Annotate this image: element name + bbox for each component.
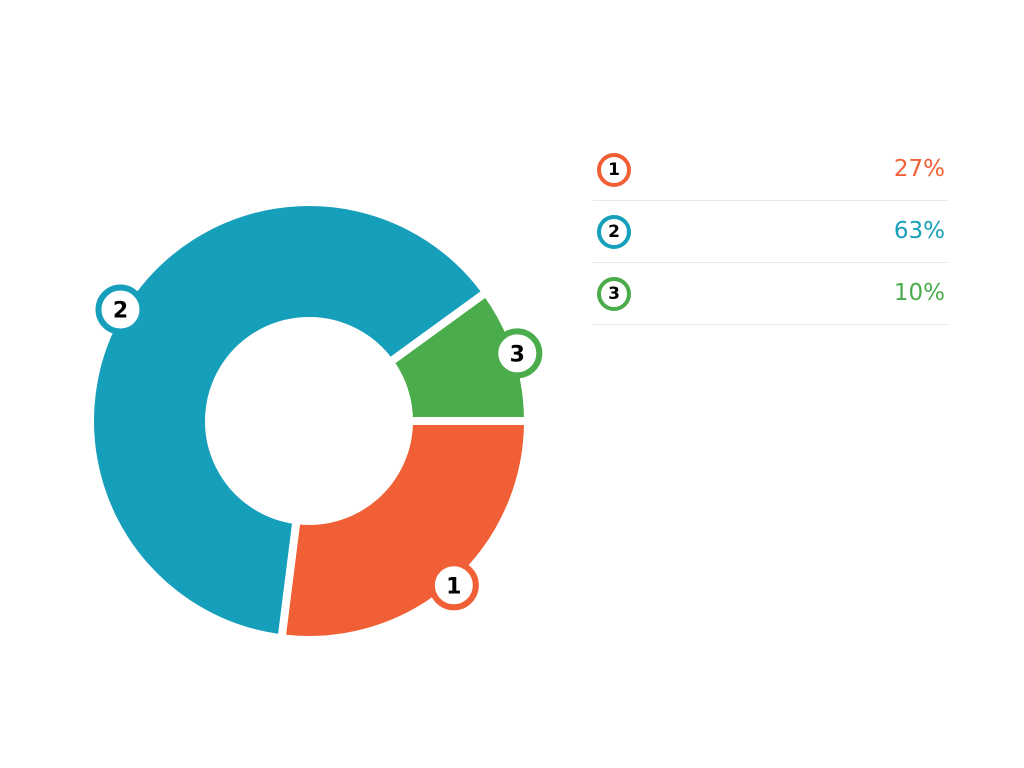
donut-slice-3 (384, 286, 533, 425)
legend-value-2: 63% (893, 218, 945, 244)
donut-slice-2 (86, 198, 492, 643)
slice-marker-circle-2 (95, 284, 146, 335)
legend-value-1: 27% (893, 156, 945, 182)
slice-marker-circle-3 (492, 328, 543, 379)
slice-marker-2: 2 (95, 284, 146, 335)
legend-item-1: 1 27% (593, 139, 948, 201)
slice-marker-3: 3 (492, 328, 543, 379)
slice-marker-circle-1 (428, 560, 479, 611)
donut-chart: 1 2 3 (86, 198, 543, 644)
markers-layer: 1 2 3 (95, 284, 543, 611)
legend-item-3: 3 10% (593, 263, 948, 325)
legend-badge-2: 2 (597, 215, 631, 249)
slice-marker-label-2: 2 (113, 299, 128, 324)
legend-badge-3: 3 (597, 277, 631, 311)
legend-item-2: 2 63% (593, 201, 948, 263)
slice-marker-label-1: 1 (446, 574, 461, 599)
slices-layer (86, 198, 533, 644)
donut-slice-1 (277, 417, 533, 644)
slice-marker-label-3: 3 (510, 342, 525, 367)
legend-badge-1: 1 (597, 153, 631, 187)
legend-value-3: 10% (893, 280, 945, 306)
legend: 1 27% 2 63% 3 10% (593, 139, 948, 325)
slice-marker-1: 1 (428, 560, 479, 611)
